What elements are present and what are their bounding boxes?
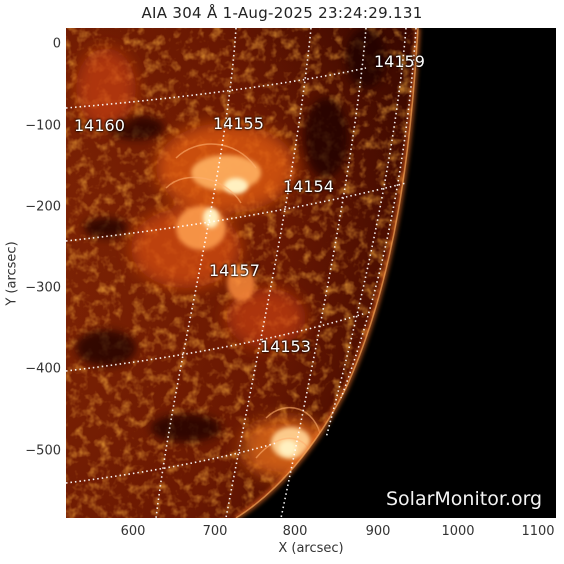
solar-disk-svg [66,28,421,518]
image-title: AIA 304 Å 1-Aug-2025 23:24:29.131 [141,4,423,22]
y-tick-label: −400 [25,361,61,377]
y-axis-label: Y (arcsec) [4,241,20,306]
y-tick-label: −100 [25,118,61,134]
y-tick-label: 0 [52,36,61,52]
x-tick-label: 900 [365,524,391,539]
active-region-label: 14159 [374,52,425,71]
x-tick-label: 600 [120,524,146,539]
active-region-label: 14153 [260,337,311,356]
active-region-label: 14160 [74,116,125,135]
x-tick-label: 800 [282,524,308,539]
y-tick-label: −300 [25,280,61,296]
y-tick-label: −500 [25,443,61,459]
active-region-label: 14157 [209,261,260,280]
active-region-label: 14155 [213,114,264,133]
active-region-label: 14154 [283,177,334,196]
heliographic-grid [66,28,417,518]
x-tick-label: 700 [202,524,228,539]
solar-image-panel: 14159 14160 14155 14154 14157 14153 Sola… [66,28,556,518]
y-tick-label: −200 [25,199,61,215]
watermark: SolarMonitor.org [386,488,543,510]
x-tick-label: 1000 [441,524,475,539]
x-axis-label: X (arcsec) [278,541,344,556]
x-tick-label: 1100 [521,524,555,539]
